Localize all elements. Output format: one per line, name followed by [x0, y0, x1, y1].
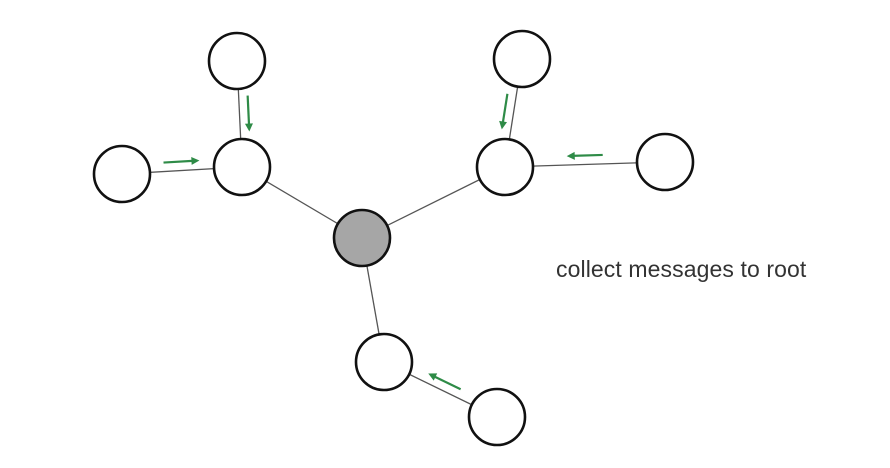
tree-node-bottom-hub	[354, 332, 414, 392]
tree-node-left-top	[207, 31, 267, 91]
tree-node-right-top	[492, 29, 552, 89]
message-arrow-right-top-to-right-hub	[499, 93, 509, 130]
tree-node-right-far	[635, 132, 695, 192]
tree-node-right-hub	[475, 137, 535, 197]
tree-node-left-hub	[212, 137, 272, 197]
message-arrow-right-far-to-right-hub	[566, 151, 603, 160]
message-arrow-bottom-far-to-bottom-hub	[428, 373, 462, 391]
tree-node-bottom-far	[467, 387, 527, 447]
root-node	[332, 208, 392, 268]
caption-label: collect messages to root	[556, 256, 807, 282]
message-arrow-left-far-to-left-hub	[163, 156, 200, 165]
tree-node-left-far	[92, 144, 152, 204]
message-arrows-layer	[163, 93, 603, 391]
message-arrow-left-top-to-left-hub	[244, 95, 253, 132]
nodes-layer	[92, 29, 695, 447]
